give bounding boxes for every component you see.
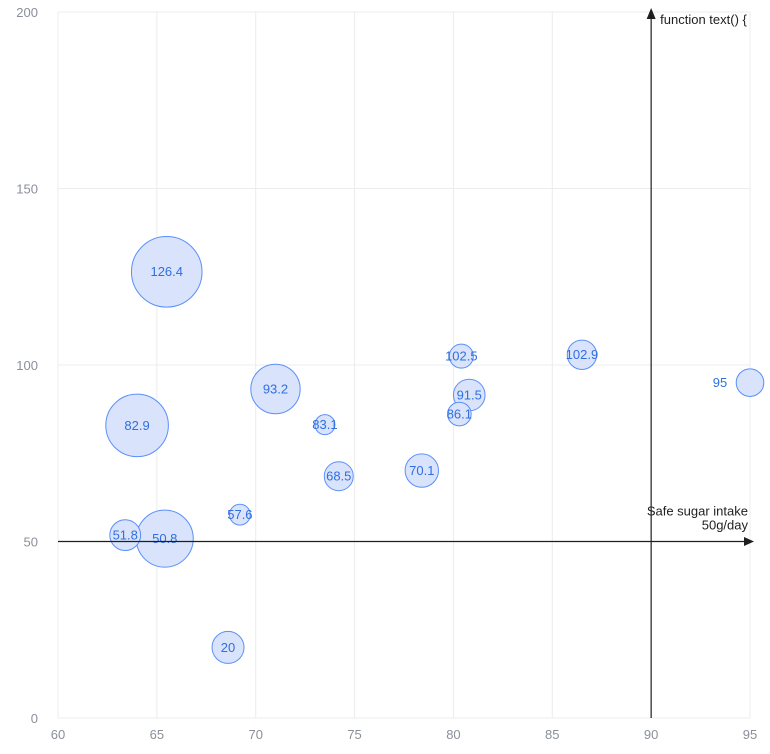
x-tick-label: 80: [446, 727, 460, 742]
vertical-reference-annotation: function text() {: [660, 12, 747, 27]
grid-layer: [57, 11, 751, 719]
sugar-intake-annotation: 50g/day: [702, 518, 749, 533]
bubble-data-label: 50.8: [152, 531, 177, 546]
data-bubble[interactable]: [250, 363, 301, 415]
bubble-data-label: 68.5: [326, 469, 351, 484]
x-tick-label: 75: [347, 727, 361, 742]
x-tick-label: 70: [248, 727, 262, 742]
bubble-data-label: 82.9: [124, 418, 149, 433]
arrow-up-icon: [646, 8, 656, 19]
bubble-data-label: 95: [713, 375, 727, 390]
x-tick-label: 95: [743, 727, 757, 742]
bubble-data-label: 86.1: [447, 407, 472, 422]
y-tick-label: 150: [16, 182, 38, 197]
y-tick-label: 200: [16, 5, 38, 20]
data-bubble[interactable]: [130, 236, 203, 308]
bubble-data-label: 102.5: [445, 349, 478, 364]
bubble-data-label: 126.4: [150, 264, 183, 279]
data-bubble[interactable]: [323, 461, 354, 492]
data-bubble[interactable]: [105, 393, 169, 458]
data-bubble[interactable]: [109, 519, 142, 552]
y-tick-label: 100: [16, 358, 38, 373]
x-tick-label: 85: [545, 727, 559, 742]
tick-layer: 60 65 70 75 80 85 90 95 0 50 100 150 200: [16, 5, 757, 742]
bubble-data-label: 57.6: [227, 507, 252, 522]
x-tick-label: 90: [644, 727, 658, 742]
sugar-intake-annotation: Safe sugar intake: [647, 504, 748, 519]
data-bubble[interactable]: [228, 503, 251, 526]
data-bubble[interactable]: [735, 368, 765, 397]
bubble-data-label: 51.8: [113, 528, 138, 543]
y-tick-label: 50: [24, 535, 38, 550]
bubble-data-label: 20: [221, 640, 235, 655]
bubble-data-label: 83.1: [312, 417, 337, 432]
bubble-data-label: 93.2: [263, 381, 288, 396]
arrow-right-icon: [744, 537, 754, 546]
data-bubble[interactable]: [448, 343, 474, 369]
bubble-data-label: 70.1: [409, 463, 434, 478]
y-tick-label: 0: [31, 711, 38, 726]
data-bubble[interactable]: [404, 453, 439, 488]
bubble-layer: 95 102.9 91.5 102.5 86.1 70.1 68.5 83.1 93.2 57.6…: [105, 236, 765, 664]
bubble-data-label: 102.9: [566, 347, 599, 362]
data-bubble[interactable]: [566, 339, 598, 370]
x-tick-label: 65: [150, 727, 164, 742]
bubble-data-label: 91.5: [457, 387, 482, 402]
data-bubble[interactable]: [211, 630, 245, 664]
data-bubble[interactable]: [447, 401, 472, 427]
x-tick-label: 60: [51, 727, 65, 742]
data-bubble[interactable]: [314, 414, 336, 436]
